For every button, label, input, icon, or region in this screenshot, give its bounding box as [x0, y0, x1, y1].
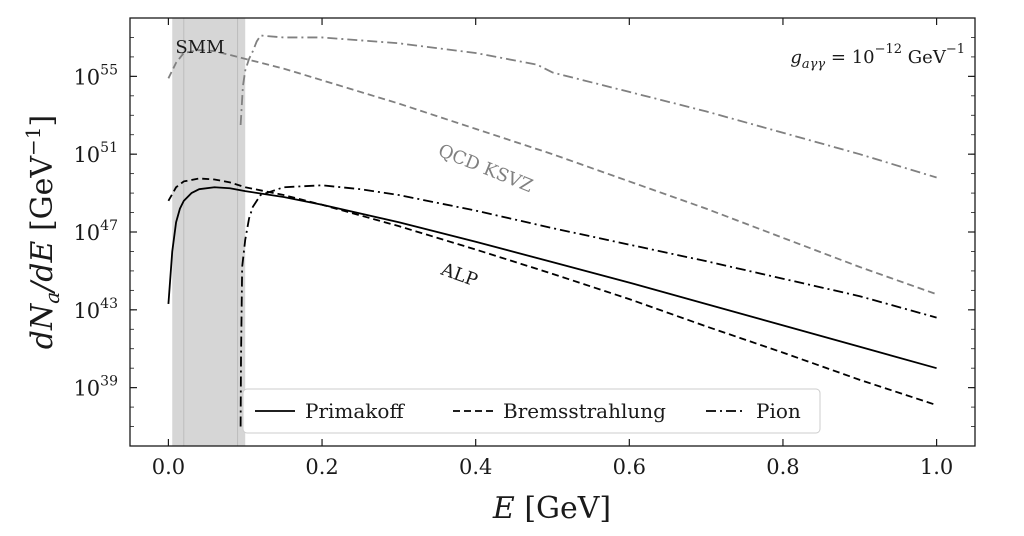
x-tick-label: 0.4 [459, 455, 492, 479]
x-tick-label: 0.0 [152, 455, 185, 479]
x-tick-label: 0.2 [305, 455, 338, 479]
y-tick-label: 1055 [73, 62, 118, 89]
x-tick-label: 1.0 [920, 455, 953, 479]
plot-content [167, 18, 937, 446]
legend-box [242, 388, 821, 434]
series-alp-bremsstrahlung [167, 177, 937, 407]
y-tick-label: 1051 [73, 140, 118, 167]
legend: Primakoff Bremsstrahlung Pion [242, 388, 821, 434]
y-tick-label: 1043 [73, 296, 118, 323]
legend-label-bremsstrahlung: Bremsstrahlung [503, 399, 666, 423]
plot-frame [129, 17, 976, 447]
y-tick-label: 1047 [73, 218, 118, 245]
coupling-annotation: gaγγ = 10−12 GeV−1 [790, 42, 965, 72]
x-tick-label: 0.6 [613, 455, 646, 479]
smm-region-lines [183, 18, 239, 446]
smm-region [172, 18, 246, 446]
series-layer [167, 34, 937, 427]
legend-label-primakoff: Primakoff [305, 399, 405, 423]
series-alp-primakoff [167, 186, 937, 370]
y-tick-label: 1039 [73, 374, 118, 401]
smm-label: SMM [175, 37, 224, 58]
series-qcd-ksvz-bremsstrahlung [167, 49, 937, 296]
x-tick-label: 0.8 [766, 455, 799, 479]
x-axis-label: E [GeV] [492, 491, 611, 526]
curve-label-qcd-ksvz: QCD KSVZ [435, 140, 536, 197]
series-alp-pion [239, 184, 937, 427]
curve-label-alp: ALP [437, 259, 480, 292]
y-axis-label: dNa/dE [GeV−1] [21, 115, 64, 349]
series-qcd-ksvz-pion [239, 34, 937, 179]
legend-label-pion: Pion [756, 399, 801, 423]
